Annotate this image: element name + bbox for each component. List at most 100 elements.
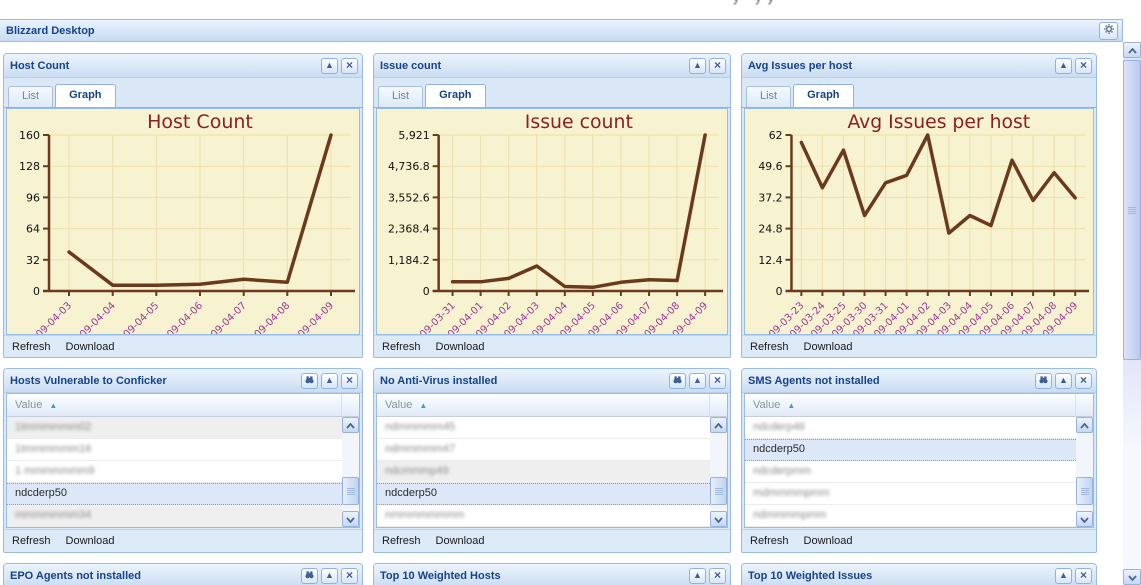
- panel-header[interactable]: Top 10 Weighted Issues ▲ ×: [742, 564, 1096, 585]
- close-button[interactable]: ×: [709, 567, 726, 584]
- list-scroll-down-button[interactable]: [710, 511, 727, 527]
- panel-header[interactable]: Host Count ▲ ×: [4, 54, 362, 78]
- panel-header[interactable]: EPO Agents not installed ▲ ×: [4, 564, 362, 585]
- collapse-button[interactable]: ▲: [1055, 57, 1072, 74]
- refresh-link[interactable]: Refresh: [750, 535, 789, 547]
- list-item[interactable]: ndcderp50: [377, 483, 710, 505]
- list-scroll-thumb[interactable]: [710, 477, 727, 505]
- list-item[interactable]: ndmmmmm45: [377, 417, 710, 439]
- panel-header[interactable]: SMS Agents not installed ▲ ×: [742, 369, 1096, 393]
- chart-area: 0 32 64 96 128 160 09-04-03 09-04-04 09-04-05 09-…: [6, 108, 360, 335]
- list-scroll-up-button[interactable]: [1076, 417, 1093, 433]
- download-link[interactable]: Download: [803, 341, 853, 353]
- collapse-button[interactable]: ▲: [321, 57, 338, 74]
- page-scroll-thumb[interactable]: [1123, 60, 1141, 360]
- refresh-link[interactable]: Refresh: [12, 535, 51, 547]
- list-scroll-thumb[interactable]: [1076, 477, 1093, 505]
- list-item[interactable]: nmmmmmmmm: [377, 505, 710, 527]
- close-button[interactable]: ×: [1075, 57, 1092, 74]
- list-item[interactable]: 1tmmmmmm02: [7, 417, 342, 439]
- panel-footer: Refresh Download: [4, 335, 362, 357]
- collapse-button[interactable]: ▲: [689, 57, 706, 74]
- panel-footer: Refresh Download: [742, 335, 1096, 357]
- list-item[interactable]: mdmmmmpmm: [745, 483, 1076, 505]
- list-item[interactable]: ndmmmmm47: [377, 439, 710, 461]
- list-scroll-up-button[interactable]: [710, 417, 727, 433]
- search-button[interactable]: [301, 372, 318, 389]
- close-button[interactable]: ×: [341, 372, 358, 389]
- panel-header[interactable]: Avg Issues per host ▲ ×: [742, 54, 1096, 78]
- list-scrollbar[interactable]: [710, 417, 727, 527]
- tab-list[interactable]: List: [746, 86, 792, 107]
- download-link[interactable]: Download: [803, 535, 853, 547]
- collapsed-panel: EPO Agents not installed ▲ ×: [3, 563, 363, 585]
- svg-text:4,736.8: 4,736.8: [388, 160, 430, 173]
- tab-graph[interactable]: Graph: [793, 84, 854, 107]
- list-item[interactable]: mmmmmmm34: [7, 505, 342, 527]
- close-icon: ×: [345, 58, 353, 72]
- collapse-button[interactable]: ▲: [689, 372, 706, 389]
- page-scrollbar[interactable]: [1123, 42, 1141, 585]
- close-icon: ×: [1079, 58, 1087, 72]
- list-item[interactable]: 1tmmmmmm16: [7, 439, 342, 461]
- search-button[interactable]: [669, 372, 686, 389]
- list-scrollbar[interactable]: [342, 417, 359, 527]
- refresh-link[interactable]: Refresh: [382, 341, 421, 353]
- close-button[interactable]: ×: [709, 57, 726, 74]
- page-scroll-down-button[interactable]: [1123, 569, 1141, 585]
- svg-text:49.6: 49.6: [758, 160, 782, 173]
- column-header-value[interactable]: Value ▲: [7, 394, 359, 417]
- list-item[interactable]: 1 mmmmmmm9: [7, 461, 342, 483]
- panel-header[interactable]: Issue count ▲ ×: [374, 54, 730, 78]
- collapse-button[interactable]: ▲: [1055, 567, 1072, 584]
- refresh-link[interactable]: Refresh: [382, 535, 421, 547]
- tab-list[interactable]: List: [378, 86, 424, 107]
- list-scrollbar[interactable]: [1076, 417, 1093, 527]
- svg-text:Host Count: Host Count: [147, 111, 253, 133]
- search-button[interactable]: [1035, 372, 1052, 389]
- refresh-link[interactable]: Refresh: [750, 341, 789, 353]
- settings-gear-button[interactable]: [1099, 21, 1118, 40]
- collapse-button[interactable]: ▲: [321, 372, 338, 389]
- column-label: Value: [753, 399, 781, 411]
- svg-text:0: 0: [776, 285, 783, 298]
- close-icon: ×: [713, 568, 721, 582]
- close-button[interactable]: ×: [709, 372, 726, 389]
- list-scroll-down-button[interactable]: [342, 511, 359, 527]
- tab-graph[interactable]: Graph: [425, 84, 486, 107]
- list-item[interactable]: ndcmmmp49: [377, 461, 710, 483]
- close-button[interactable]: ×: [1075, 372, 1092, 389]
- column-header-value[interactable]: Value ▲: [377, 394, 727, 417]
- collapse-button[interactable]: ▲: [321, 567, 338, 584]
- tab-graph[interactable]: Graph: [55, 84, 116, 107]
- search-button[interactable]: [301, 567, 318, 584]
- collapse-button[interactable]: ▲: [689, 567, 706, 584]
- list-item-value: ndcderp50: [15, 487, 67, 499]
- close-button[interactable]: ×: [341, 567, 358, 584]
- column-header-value[interactable]: Value ▲: [745, 394, 1093, 417]
- list-item[interactable]: ndcderp50: [745, 439, 1076, 461]
- close-button[interactable]: ×: [1075, 567, 1092, 584]
- svg-text:09-04-09: 09-04-09: [296, 300, 336, 334]
- download-link[interactable]: Download: [65, 535, 115, 547]
- list-item[interactable]: ndcderpmm: [745, 461, 1076, 483]
- list-scroll-thumb[interactable]: [342, 477, 359, 505]
- list-item[interactable]: ndmmmmpmm: [745, 505, 1076, 527]
- collapse-button[interactable]: ▲: [1055, 372, 1072, 389]
- list-panel: Hosts Vulnerable to Conficker ▲ × Value …: [3, 368, 363, 553]
- panel-header[interactable]: Top 10 Weighted Hosts ▲ ×: [374, 564, 730, 585]
- binoculars-icon: [304, 568, 315, 583]
- download-link[interactable]: Download: [435, 535, 485, 547]
- list-scroll-down-button[interactable]: [1076, 511, 1093, 527]
- page-scroll-up-button[interactable]: [1123, 42, 1141, 58]
- list-item[interactable]: ndcderp46: [745, 417, 1076, 439]
- download-link[interactable]: Download: [65, 341, 115, 353]
- close-button[interactable]: ×: [341, 57, 358, 74]
- panel-header[interactable]: Hosts Vulnerable to Conficker ▲ ×: [4, 369, 362, 393]
- panel-header[interactable]: No Anti-Virus installed ▲ ×: [374, 369, 730, 393]
- list-item[interactable]: ndcderp50: [7, 483, 342, 505]
- tab-list[interactable]: List: [8, 86, 54, 107]
- list-scroll-up-button[interactable]: [342, 417, 359, 433]
- refresh-link[interactable]: Refresh: [12, 341, 51, 353]
- download-link[interactable]: Download: [435, 341, 485, 353]
